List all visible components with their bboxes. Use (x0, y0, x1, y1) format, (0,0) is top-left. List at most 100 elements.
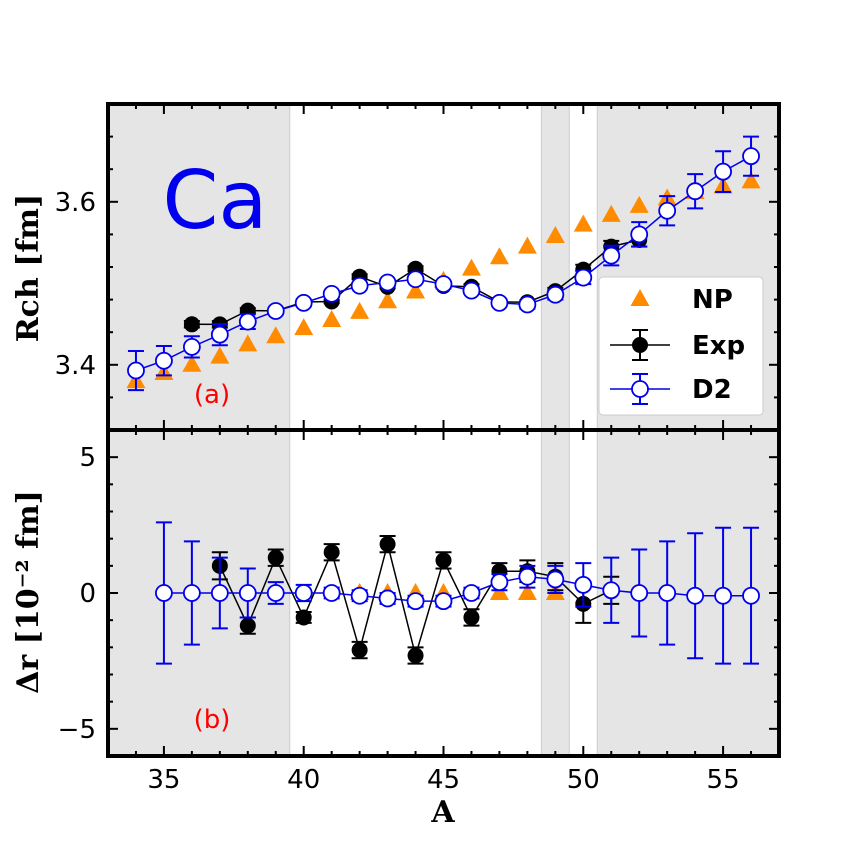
x-tick-label: 45 (427, 765, 460, 795)
d2-point-b (434, 592, 453, 611)
exp-point-b (463, 609, 480, 626)
y-axis-label-top: Rch [fm] (11, 194, 46, 343)
panel-b-plot-area (155, 521, 760, 665)
d2-point-a (434, 275, 453, 294)
np-point-a (406, 281, 426, 299)
d2-point-b (238, 584, 257, 602)
np-point-a (266, 326, 286, 344)
np-point-a (545, 226, 565, 244)
d2-point-a (378, 273, 397, 292)
d2-point-b (518, 567, 537, 586)
x-axis-label: A (430, 795, 455, 830)
np-point-b (489, 583, 509, 600)
exp-point-b (295, 609, 312, 626)
np-point-b (517, 583, 537, 600)
d2-point-a (714, 162, 732, 181)
d2-point-a (350, 276, 369, 295)
d2-point-a (266, 302, 285, 320)
d2-point-b (378, 589, 397, 608)
d2-point-b (630, 584, 649, 602)
y-tick-label-a: 3.4 (55, 351, 96, 381)
np-point-a (741, 171, 761, 189)
d2-point-b (182, 584, 201, 602)
exp-point-b (267, 549, 284, 566)
y-tick-label-b: −5 (58, 715, 96, 745)
d2-point-a (322, 284, 341, 303)
legend-exp-marker (632, 337, 648, 353)
np-point-a (294, 318, 314, 336)
legend-np-label: NP (692, 285, 733, 315)
panel-a-plot-area (126, 135, 761, 392)
d2-point-a (210, 325, 229, 344)
np-point-a (322, 309, 342, 327)
d2-point-a (294, 293, 313, 312)
d2-point-b (714, 586, 732, 605)
legend-d2-label: D2 (692, 375, 732, 405)
d2-point-a (127, 361, 145, 380)
d2-point-b (350, 586, 369, 605)
np-point-a (350, 301, 370, 319)
d2-point-b (294, 584, 313, 602)
x-tick-label: 40 (287, 765, 320, 795)
legend-np-marker (630, 289, 650, 306)
d2-point-a (155, 351, 173, 370)
legend: NP Exp D2 (598, 276, 764, 416)
element-label: Ca (163, 154, 268, 247)
shaded-region-a-1 (540, 103, 570, 431)
np-point-a (182, 354, 202, 372)
d2-point-a (490, 293, 509, 312)
panel-b-label: (b) (194, 705, 231, 735)
exp-point-a (183, 316, 200, 333)
d2-point-a (518, 295, 537, 314)
exp-point-b (351, 642, 368, 659)
exp-point-b (379, 536, 396, 553)
np-point-a (517, 236, 537, 254)
d2-point-b (574, 575, 593, 594)
np-point-a (489, 247, 509, 265)
y-tick-label-a: 3.6 (55, 188, 96, 218)
np-point-a (238, 334, 258, 352)
exp-point-b (407, 647, 424, 664)
y-axis-label-bottom: Δr [10⁻² fm] (11, 490, 46, 694)
d2-point-b (490, 573, 509, 592)
x-tick-label: 35 (147, 765, 180, 795)
legend-d2-marker (631, 380, 649, 398)
d2-point-a (658, 201, 677, 220)
y-tick-label-b: 0 (79, 579, 96, 609)
d2-point-a (686, 182, 705, 201)
d2-line-b (163, 575, 752, 602)
d2-point-b (406, 592, 425, 611)
d2-point-b (658, 584, 677, 602)
d2-point-b (462, 584, 481, 602)
d2-point-b (266, 584, 285, 602)
y-tick-label-b: 5 (79, 443, 96, 473)
d2-point-b (602, 581, 621, 600)
d2-point-b (686, 586, 705, 605)
d2-point-a (546, 285, 565, 304)
d2-point-b (322, 584, 341, 602)
d2-point-a (462, 281, 481, 300)
exp-point-b (323, 544, 340, 561)
np-point-a (601, 204, 621, 222)
np-point-a (629, 195, 649, 213)
d2-point-a (630, 225, 649, 244)
d2-point-b (155, 584, 173, 602)
d2-point-b (546, 570, 565, 589)
np-point-a (210, 346, 230, 364)
np-point-a (461, 258, 481, 276)
exp-point-b (435, 552, 452, 569)
d2-point-a (574, 268, 593, 287)
np-point-a (573, 214, 593, 232)
d2-point-a (238, 312, 257, 331)
d2-point-b (210, 584, 229, 602)
np-point-a (378, 291, 398, 309)
x-tick-label: 50 (567, 765, 600, 795)
d2-point-a (602, 246, 621, 265)
d2-point-a (742, 147, 760, 166)
x-tick-label: 55 (707, 765, 740, 795)
exp-point-b (239, 617, 256, 634)
d2-point-a (406, 270, 425, 289)
legend-exp-label: Exp (692, 331, 745, 361)
panel-a-label: (a) (194, 380, 230, 410)
